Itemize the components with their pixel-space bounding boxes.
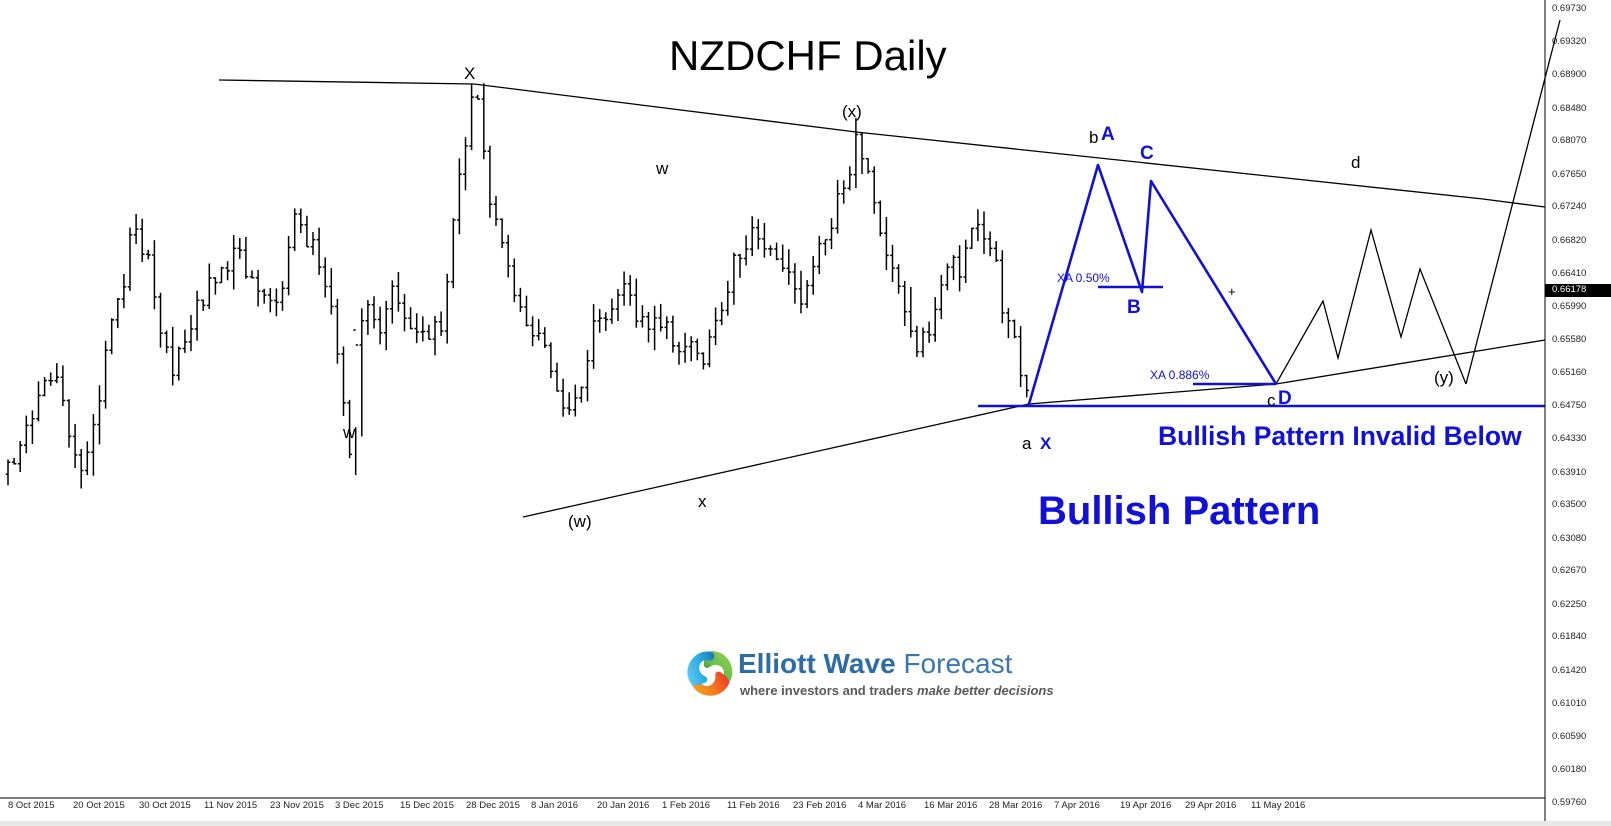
svg-text:+: + xyxy=(1228,284,1236,299)
